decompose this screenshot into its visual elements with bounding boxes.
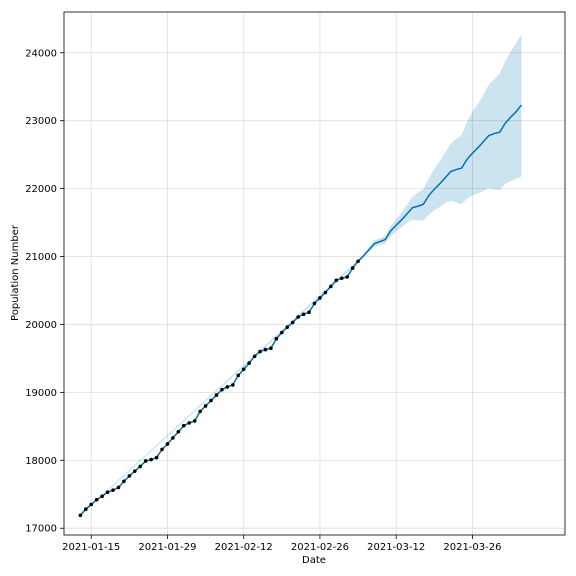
observed-point [143,459,148,463]
observed-point [111,488,115,492]
y-axis-title: Population Number [10,224,21,321]
observed-point [187,421,192,425]
observed-point [285,325,290,329]
observed-point [252,354,257,359]
observed-point [116,485,121,490]
observed-point [307,310,311,315]
observed-point [339,276,344,281]
observed-point [171,436,175,440]
observed-point [89,502,94,507]
observed-point [138,464,143,469]
x-tick-label: 2021-03-26 [443,542,501,553]
x-axis-title: Date [302,555,326,566]
observed-point [94,497,99,502]
observed-point [182,423,186,428]
observed-point [334,278,339,283]
observed-point [247,361,251,365]
y-tick-label: 21000 [25,252,57,263]
observed-point [220,387,224,392]
observed-point [258,349,262,354]
y-tick-label: 18000 [25,456,57,467]
observed-point [78,513,83,518]
plot-frame [63,11,566,536]
x-tick-label: 2021-01-15 [62,542,120,553]
observed-point [176,429,181,434]
observed-point [209,398,213,403]
observed-point [100,494,104,499]
observed-point [203,404,208,408]
observed-point [301,312,306,317]
observed-point [236,373,241,378]
observed-point [356,259,360,264]
x-tick-label: 2021-03-12 [367,542,425,553]
observed-point [274,336,279,341]
observed-point [149,457,153,462]
observed-point [345,275,349,279]
observed-point [192,419,197,423]
y-tick-label: 17000 [25,524,57,535]
y-tick-label: 22000 [25,184,57,195]
observed-point [160,447,164,452]
observed-point [280,330,284,335]
observed-point [290,320,295,325]
observed-point [154,455,159,460]
x-tick-label: 2021-02-26 [291,542,349,553]
y-tick-label: 24000 [25,48,57,59]
observed-point [263,347,268,352]
observed-point [122,479,126,484]
observed-point [132,469,137,473]
forecast-line-group [79,104,523,516]
observed-point [105,490,110,495]
y-tick-label: 19000 [25,388,57,399]
forecast-line [79,104,523,516]
y-axis-ticks: 17000 18000 19000 20000 21000 22000 23000 24000 [25,48,64,535]
observed-point [296,315,300,319]
observed-point [350,266,355,270]
observed-point [225,385,230,389]
x-axis-ticks: 2021-01-15 2021-01-29 2021-02-12 2021-02-26… [62,535,501,553]
observed-point [318,296,322,300]
observed-point [127,474,132,478]
observed-points-group [78,259,360,518]
y-tick-label: 20000 [25,320,57,331]
x-tick-label: 2021-02-12 [215,542,273,553]
observed-point [269,346,273,351]
observed-point [312,301,317,306]
x-tick-label: 2021-01-29 [138,542,196,553]
observed-point [231,383,235,387]
observed-point [198,409,202,414]
observed-point [323,290,328,295]
observed-point [214,393,219,397]
observed-point [165,442,170,446]
observed-point [241,367,246,372]
observed-point [329,284,333,289]
observed-point [83,507,88,511]
y-tick-label: 23000 [25,116,57,127]
